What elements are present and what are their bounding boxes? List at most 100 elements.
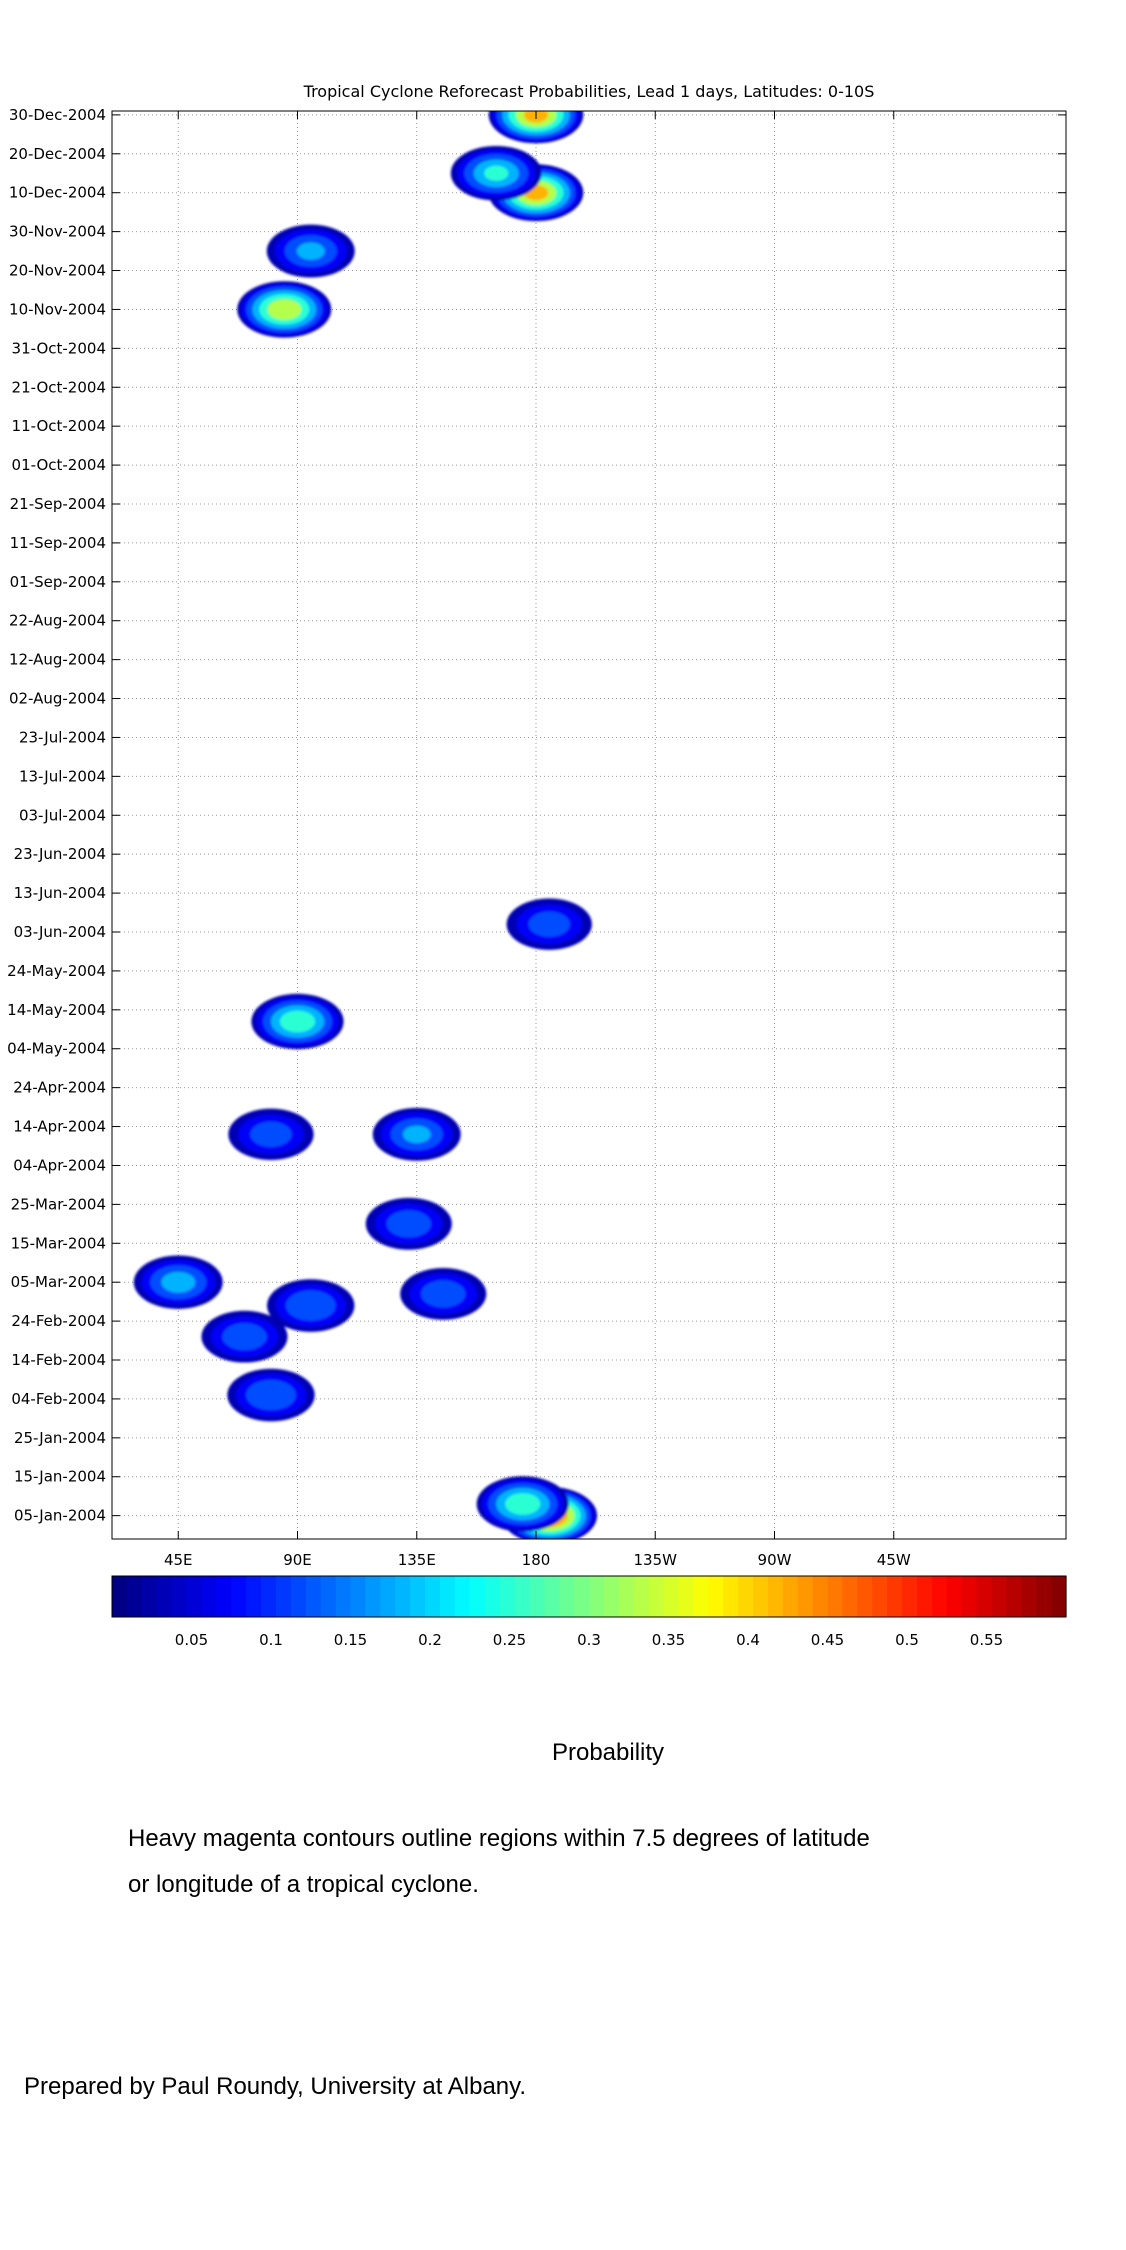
y-tick-label: 21-Sep-2004: [10, 495, 106, 513]
y-tick-label: 01-Sep-2004: [10, 573, 106, 591]
colorbar-segment: [499, 1576, 516, 1617]
x-tick-label: 45E: [164, 1551, 193, 1569]
colorbar-segment: [216, 1576, 232, 1617]
y-tick-label: 05-Mar-2004: [11, 1273, 106, 1291]
y-tick-label: 21-Oct-2004: [12, 378, 106, 396]
colorbar-segment: [350, 1576, 367, 1617]
colorbar-segment: [1051, 1576, 1067, 1617]
chart-title: Tropical Cyclone Reforecast Probabilitie…: [303, 82, 875, 101]
colorbar-segment: [678, 1576, 694, 1617]
y-tick-label: 23-Jul-2004: [19, 728, 106, 746]
colorbar-segment: [782, 1576, 799, 1617]
colorbar-segment: [365, 1576, 381, 1617]
x-tick-label: 135E: [398, 1551, 436, 1569]
colorbar-segment: [305, 1576, 322, 1617]
y-tick-label: 22-Aug-2004: [9, 612, 106, 630]
colorbar-segment: [380, 1576, 396, 1617]
colorbar-tick-label: 0.45: [811, 1631, 844, 1649]
colorbar-segment: [186, 1576, 203, 1617]
colorbar-frame: [111, 1575, 1067, 1618]
y-tick-label: 24-Feb-2004: [11, 1312, 106, 1330]
probability-feature: [421, 1280, 466, 1308]
colorbar-segment: [261, 1576, 277, 1617]
probability-field: [133, 111, 597, 1539]
colorbar-segment: [1006, 1576, 1022, 1617]
y-tick-label: 11-Sep-2004: [10, 534, 106, 552]
y-tick-label: 31-Oct-2004: [12, 339, 106, 357]
y-tick-label: 14-May-2004: [7, 1001, 106, 1019]
probability-feature: [267, 298, 302, 320]
colorbar-segment: [439, 1576, 456, 1617]
colorbar-segment: [872, 1576, 888, 1617]
caption: Heavy magenta contours outline regions w…: [128, 1816, 870, 1908]
colorbar-tick-label: 0.35: [652, 1631, 685, 1649]
probability-feature: [528, 911, 570, 937]
plot-area: 45E 90E 135E 180 135W 90W 45W 05-Jan-2004 15-Jan…: [7, 106, 1067, 1569]
colorbar-tick-label: 0.2: [418, 1631, 442, 1649]
colorbar-segment: [723, 1576, 739, 1617]
probability-feature: [250, 1121, 292, 1148]
colorbar-segment: [126, 1576, 143, 1617]
y-tick-label: 25-Mar-2004: [11, 1195, 106, 1213]
y-tick-label: 01-Oct-2004: [12, 456, 106, 474]
colorbar-segment: [633, 1576, 650, 1617]
colorbar-segment: [663, 1576, 680, 1617]
colorbar-segment: [1036, 1576, 1052, 1617]
colorbar-tick-label: 0.3: [577, 1631, 601, 1649]
colorbar-segment: [603, 1576, 620, 1617]
x-tick-label: 90W: [758, 1551, 792, 1569]
colorbar-segment: [484, 1576, 501, 1617]
y-tick-label: 25-Jan-2004: [14, 1429, 106, 1447]
colorbar-segment: [752, 1576, 769, 1617]
colorbar-segment: [171, 1576, 188, 1617]
probability-feature: [505, 1493, 541, 1515]
y-tick-label: 13-Jul-2004: [19, 767, 106, 785]
colorbar-segment: [618, 1576, 635, 1617]
colorbar-segment: [156, 1576, 173, 1617]
colorbar-segment: [201, 1576, 217, 1617]
probability-feature: [246, 1379, 296, 1411]
probability-feature: [222, 1323, 267, 1351]
y-tick-label: 04-May-2004: [7, 1040, 106, 1058]
colorbar-segment: [335, 1576, 352, 1617]
colorbar-segment: [574, 1576, 590, 1617]
colorbar-tick-label: 0.25: [493, 1631, 526, 1649]
caption-line-1: Heavy magenta contours outline regions w…: [128, 1825, 870, 1852]
y-tick-label: 30-Dec-2004: [9, 106, 106, 124]
y-tick-label: 05-Jan-2004: [14, 1507, 106, 1525]
y-tick-label: 10-Nov-2004: [9, 300, 106, 318]
colorbar-segment: [797, 1576, 814, 1617]
y-tick-label: 24-May-2004: [7, 962, 106, 980]
colorbar-segment: [812, 1576, 829, 1617]
y-tick-label: 10-Dec-2004: [9, 184, 106, 202]
y-tick-label: 14-Apr-2004: [13, 1118, 106, 1136]
colorbar-tick-label: 0.4: [736, 1631, 760, 1649]
colorbar-segment: [976, 1576, 993, 1617]
probability-feature: [285, 1290, 336, 1321]
y-tick-label: 03-Jul-2004: [19, 806, 106, 824]
colorbar-segment: [395, 1576, 411, 1617]
colorbar-segment: [112, 1576, 128, 1617]
colorbar-segment: [857, 1576, 873, 1617]
probability-feature: [484, 165, 509, 181]
y-tick-label: 04-Feb-2004: [11, 1390, 106, 1408]
caption-line-2: or longitude of a tropical cyclone.: [128, 1871, 479, 1898]
colorbar-segment: [246, 1576, 262, 1617]
colorbar-segment: [559, 1576, 575, 1617]
colorbar-segment: [693, 1576, 709, 1617]
y-tick-label: 20-Dec-2004: [9, 145, 106, 163]
colorbar-tick-label: 0.1: [259, 1631, 283, 1649]
colorbar-segment: [931, 1576, 948, 1617]
colorbar-segment: [275, 1576, 292, 1617]
y-tick-label: 24-Apr-2004: [13, 1079, 106, 1097]
y-tick-label: 30-Nov-2004: [9, 223, 106, 241]
colorbar-segment: [916, 1576, 933, 1617]
colorbar-segment: [708, 1576, 724, 1617]
colorbar-segment: [425, 1576, 441, 1617]
colorbar-segment: [141, 1576, 158, 1617]
colorbar-segment: [514, 1576, 530, 1617]
colorbar-segment: [1021, 1576, 1037, 1617]
y-tick-label: 12-Aug-2004: [9, 651, 106, 669]
colorbar-segment: [544, 1576, 560, 1617]
